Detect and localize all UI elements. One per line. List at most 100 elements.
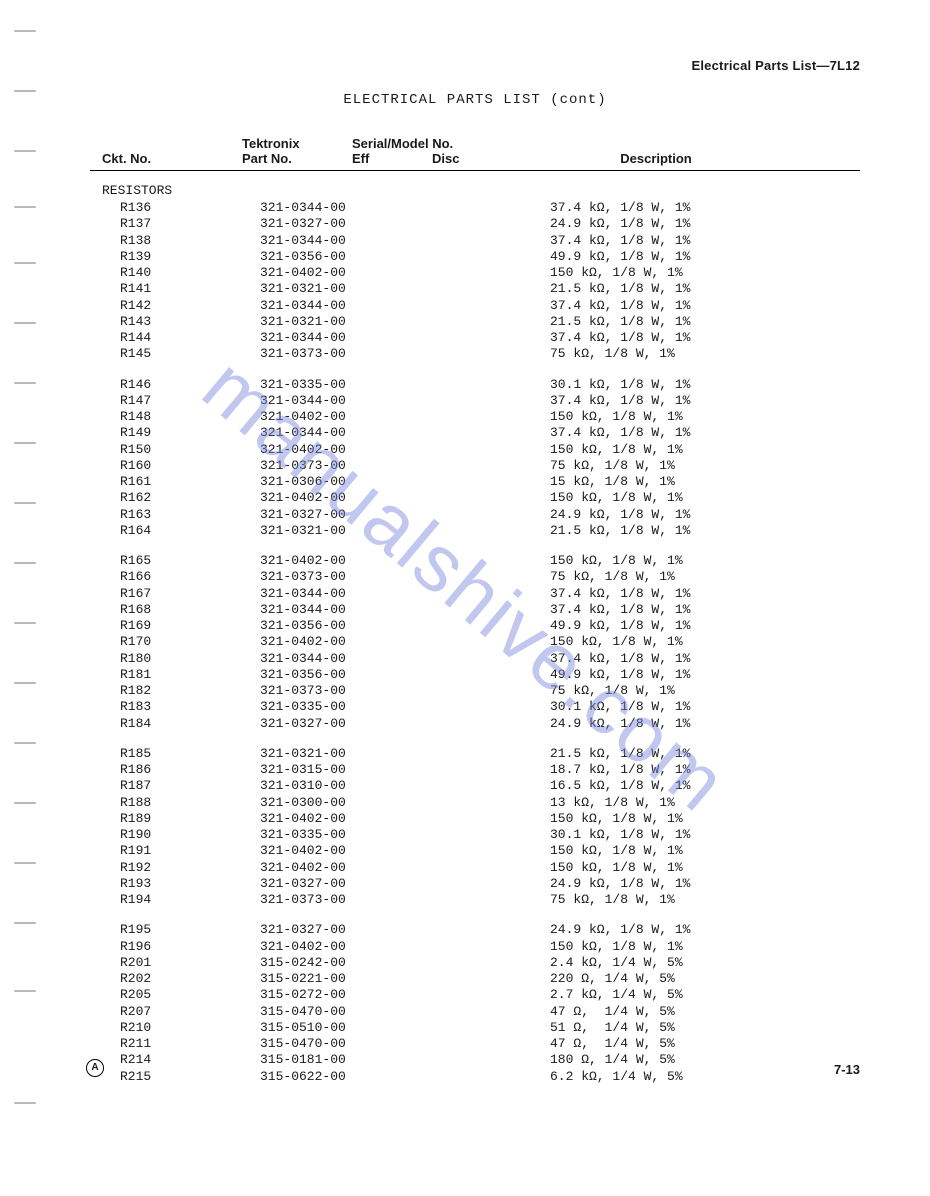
- cell-description: 37.4 kΩ, 1/8 W, 1%: [550, 330, 870, 346]
- cell-ckt: R214: [90, 1052, 260, 1068]
- cell-ckt: R145: [90, 346, 260, 362]
- cell-part: 321-0321-00: [260, 746, 390, 762]
- cell-part: 321-0402-00: [260, 843, 390, 859]
- cell-description: 47 Ω, 1/4 W, 5%: [550, 1004, 870, 1020]
- table-row: R162321-0402-00150 kΩ, 1/8 W, 1%: [90, 490, 870, 506]
- table-row: R160321-0373-0075 kΩ, 1/8 W, 1%: [90, 458, 870, 474]
- table-row: R166321-0373-0075 kΩ, 1/8 W, 1%: [90, 569, 870, 585]
- cell-part: 321-0356-00: [260, 618, 390, 634]
- cell-description: 24.9 kΩ, 1/8 W, 1%: [550, 876, 870, 892]
- cell-ckt: R195: [90, 922, 260, 938]
- cell-serialmodel: [390, 602, 550, 618]
- table-row: R192321-0402-00150 kΩ, 1/8 W, 1%: [90, 860, 870, 876]
- cell-serialmodel: [390, 667, 550, 683]
- table-row: R194321-0373-0075 kΩ, 1/8 W, 1%: [90, 892, 870, 908]
- cell-serialmodel: [390, 425, 550, 441]
- table-row: R138321-0344-0037.4 kΩ, 1/8 W, 1%: [90, 233, 870, 249]
- cell-description: 6.2 kΩ, 1/4 W, 5%: [550, 1069, 870, 1085]
- cell-ckt: R170: [90, 634, 260, 650]
- header-docref: Electrical Parts List—7L12: [692, 58, 861, 73]
- cell-serialmodel: [390, 523, 550, 539]
- table-row: R184321-0327-0024.9 kΩ, 1/8 W, 1%: [90, 716, 870, 732]
- cell-part: 321-0306-00: [260, 474, 390, 490]
- cell-serialmodel: [390, 265, 550, 281]
- cell-description: 47 Ω, 1/4 W, 5%: [550, 1036, 870, 1052]
- footer-page-number: 7-13: [834, 1062, 860, 1077]
- cell-description: 15 kΩ, 1/8 W, 1%: [550, 474, 870, 490]
- cell-description: 24.9 kΩ, 1/8 W, 1%: [550, 922, 870, 938]
- cell-serialmodel: [390, 409, 550, 425]
- cell-description: 21.5 kΩ, 1/8 W, 1%: [550, 281, 870, 297]
- table-row: R141321-0321-0021.5 kΩ, 1/8 W, 1%: [90, 281, 870, 297]
- cell-description: 37.4 kΩ, 1/8 W, 1%: [550, 393, 870, 409]
- cell-part: 321-0344-00: [260, 602, 390, 618]
- cell-part: 315-0470-00: [260, 1036, 390, 1052]
- binder-marks: [14, 30, 44, 1095]
- table-row: R190321-0335-0030.1 kΩ, 1/8 W, 1%: [90, 827, 870, 843]
- cell-part: 321-0327-00: [260, 716, 390, 732]
- cell-part: 321-0373-00: [260, 458, 390, 474]
- cell-description: 150 kΩ, 1/8 W, 1%: [550, 442, 870, 458]
- cell-part: 321-0402-00: [260, 490, 390, 506]
- cell-serialmodel: [390, 892, 550, 908]
- table-row: R183321-0335-0030.1 kΩ, 1/8 W, 1%: [90, 699, 870, 715]
- cell-description: 150 kΩ, 1/8 W, 1%: [550, 490, 870, 506]
- cell-description: 75 kΩ, 1/8 W, 1%: [550, 683, 870, 699]
- cell-part: 315-0622-00: [260, 1069, 390, 1085]
- cell-ckt: R163: [90, 507, 260, 523]
- cell-description: 30.1 kΩ, 1/8 W, 1%: [550, 827, 870, 843]
- cell-serialmodel: [390, 699, 550, 715]
- cell-part: 321-0327-00: [260, 922, 390, 938]
- cell-description: 18.7 kΩ, 1/8 W, 1%: [550, 762, 870, 778]
- cell-description: 21.5 kΩ, 1/8 W, 1%: [550, 314, 870, 330]
- cell-part: 321-0321-00: [260, 314, 390, 330]
- table-row: R142321-0344-0037.4 kΩ, 1/8 W, 1%: [90, 298, 870, 314]
- cell-ckt: R210: [90, 1020, 260, 1036]
- group-separator: [90, 908, 870, 922]
- cell-serialmodel: [390, 458, 550, 474]
- cell-description: 37.4 kΩ, 1/8 W, 1%: [550, 586, 870, 602]
- cell-part: 321-0373-00: [260, 569, 390, 585]
- cell-serialmodel: [390, 683, 550, 699]
- table-row: R139321-0356-0049.9 kΩ, 1/8 W, 1%: [90, 249, 870, 265]
- cell-part: 321-0402-00: [260, 634, 390, 650]
- cell-ckt: R138: [90, 233, 260, 249]
- cell-serialmodel: [390, 762, 550, 778]
- cell-description: 150 kΩ, 1/8 W, 1%: [550, 553, 870, 569]
- cell-ckt: R142: [90, 298, 260, 314]
- cell-ckt: R183: [90, 699, 260, 715]
- cell-ckt: R165: [90, 553, 260, 569]
- cell-ckt: R184: [90, 716, 260, 732]
- cell-ckt: R143: [90, 314, 260, 330]
- cell-part: 321-0344-00: [260, 586, 390, 602]
- cell-serialmodel: [390, 346, 550, 362]
- table-row: R146321-0335-0030.1 kΩ, 1/8 W, 1%: [90, 377, 870, 393]
- cell-serialmodel: [390, 474, 550, 490]
- table-row: R137321-0327-0024.9 kΩ, 1/8 W, 1%: [90, 216, 870, 232]
- table-row: R180321-0344-0037.4 kΩ, 1/8 W, 1%: [90, 651, 870, 667]
- cell-ckt: R147: [90, 393, 260, 409]
- cell-ckt: R141: [90, 281, 260, 297]
- cell-ckt: R192: [90, 860, 260, 876]
- cell-part: 321-0335-00: [260, 827, 390, 843]
- hdr-eff: Eff: [352, 151, 432, 166]
- section-label-resistors: RESISTORS: [102, 183, 870, 198]
- table-row: R181321-0356-0049.9 kΩ, 1/8 W, 1%: [90, 667, 870, 683]
- cell-ckt: R166: [90, 569, 260, 585]
- cell-serialmodel: [390, 249, 550, 265]
- cell-part: 321-0344-00: [260, 425, 390, 441]
- table-row: R169321-0356-0049.9 kΩ, 1/8 W, 1%: [90, 618, 870, 634]
- cell-part: 321-0402-00: [260, 811, 390, 827]
- cell-part: 321-0344-00: [260, 233, 390, 249]
- cell-part: 315-0510-00: [260, 1020, 390, 1036]
- cell-ckt: R201: [90, 955, 260, 971]
- cell-description: 2.7 kΩ, 1/4 W, 5%: [550, 987, 870, 1003]
- footer-rev-symbol: A: [86, 1059, 104, 1077]
- cell-part: 321-0344-00: [260, 298, 390, 314]
- cell-description: 150 kΩ, 1/8 W, 1%: [550, 843, 870, 859]
- cell-ckt: R187: [90, 778, 260, 794]
- table-row: R182321-0373-0075 kΩ, 1/8 W, 1%: [90, 683, 870, 699]
- cell-ckt: R137: [90, 216, 260, 232]
- cell-ckt: R189: [90, 811, 260, 827]
- page-title: ELECTRICAL PARTS LIST (cont): [80, 92, 870, 108]
